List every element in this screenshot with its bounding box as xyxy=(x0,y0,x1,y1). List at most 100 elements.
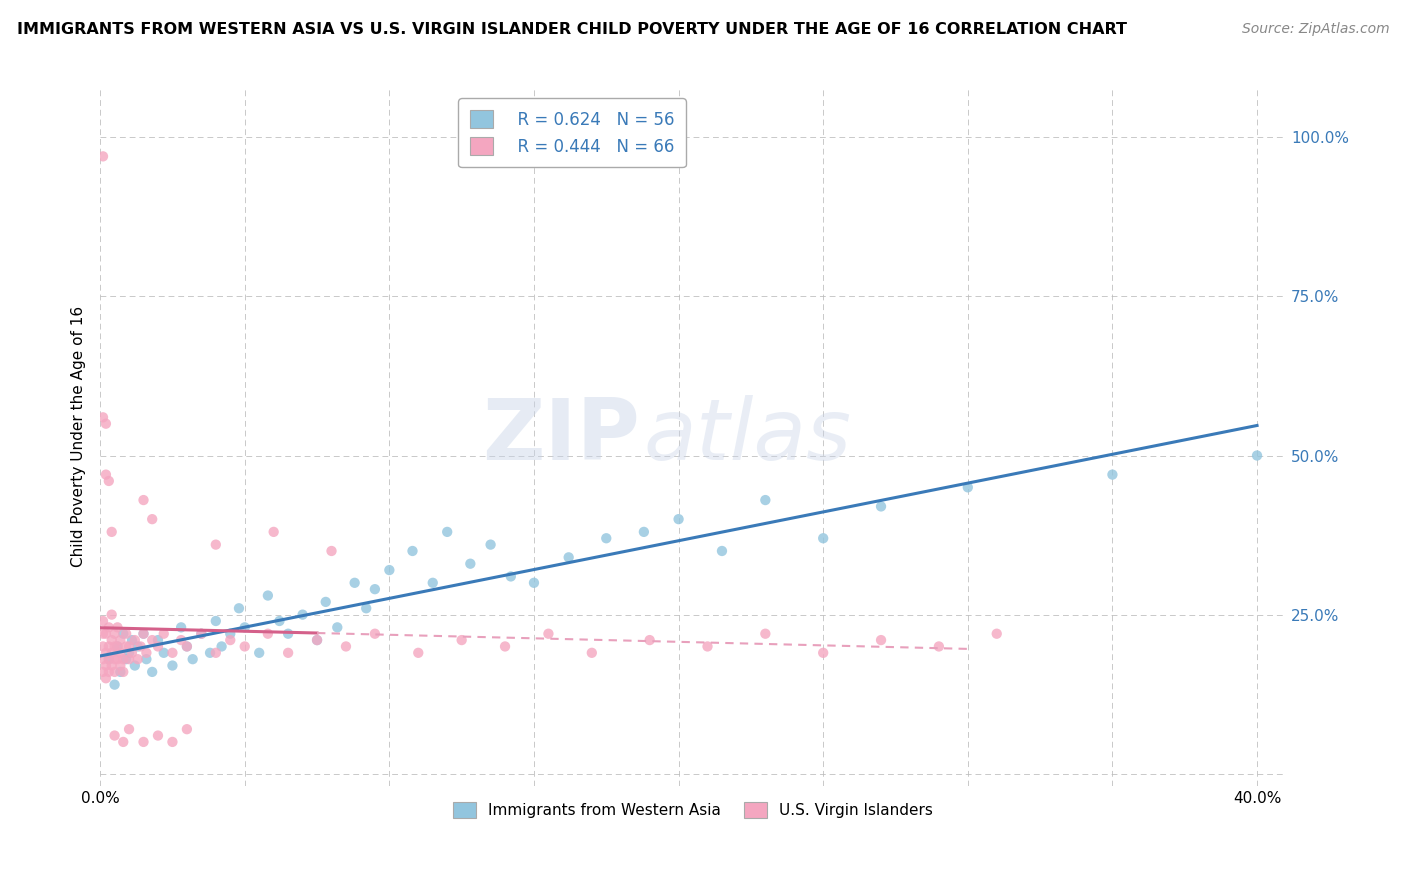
Point xyxy=(219,626,242,640)
Point xyxy=(94,417,117,431)
Point xyxy=(257,626,280,640)
Point xyxy=(91,626,114,640)
Point xyxy=(343,575,366,590)
Point xyxy=(176,722,198,736)
Point xyxy=(124,658,146,673)
Point xyxy=(91,149,114,163)
Point xyxy=(638,633,661,648)
Point xyxy=(100,633,122,648)
Point xyxy=(112,652,135,666)
Point xyxy=(754,493,776,508)
Point xyxy=(537,626,560,640)
Point xyxy=(460,557,482,571)
Text: IMMIGRANTS FROM WESTERN ASIA VS U.S. VIRGIN ISLANDER CHILD POVERTY UNDER THE AGE: IMMIGRANTS FROM WESTERN ASIA VS U.S. VIR… xyxy=(17,22,1126,37)
Point xyxy=(870,633,893,648)
Point xyxy=(94,626,117,640)
Point xyxy=(104,729,127,743)
Point xyxy=(378,563,401,577)
Point xyxy=(110,633,132,648)
Point xyxy=(247,646,270,660)
Point xyxy=(494,640,516,654)
Point xyxy=(94,646,117,660)
Point xyxy=(112,735,135,749)
Point xyxy=(181,652,204,666)
Point xyxy=(710,544,733,558)
Point xyxy=(162,646,184,660)
Point xyxy=(132,626,155,640)
Point xyxy=(107,620,129,634)
Point xyxy=(190,626,212,640)
Point xyxy=(94,658,117,673)
Point xyxy=(696,640,718,654)
Point xyxy=(479,538,502,552)
Point xyxy=(928,640,950,654)
Point xyxy=(204,646,226,660)
Point xyxy=(305,633,328,648)
Point xyxy=(176,640,198,654)
Point xyxy=(97,665,120,679)
Point xyxy=(190,626,212,640)
Point xyxy=(121,646,143,660)
Point xyxy=(204,614,226,628)
Point xyxy=(870,500,893,514)
Point xyxy=(291,607,314,622)
Point xyxy=(121,633,143,648)
Point xyxy=(523,575,546,590)
Point xyxy=(104,678,127,692)
Point xyxy=(129,640,152,654)
Point xyxy=(112,626,135,640)
Point xyxy=(315,595,337,609)
Point xyxy=(115,652,138,666)
Point xyxy=(269,614,291,628)
Point xyxy=(595,531,617,545)
Point xyxy=(132,735,155,749)
Point xyxy=(115,640,138,654)
Point xyxy=(97,620,120,634)
Point xyxy=(100,658,122,673)
Point xyxy=(406,646,429,660)
Point xyxy=(146,729,169,743)
Point xyxy=(135,652,157,666)
Point xyxy=(422,575,444,590)
Point xyxy=(321,544,343,558)
Point xyxy=(198,646,221,660)
Point xyxy=(305,633,328,648)
Point xyxy=(97,640,120,654)
Point xyxy=(115,626,138,640)
Point xyxy=(170,633,193,648)
Point xyxy=(118,652,141,666)
Point xyxy=(233,620,256,634)
Point xyxy=(100,607,122,622)
Point xyxy=(118,640,141,654)
Point xyxy=(170,620,193,634)
Point xyxy=(91,614,114,628)
Point xyxy=(204,538,226,552)
Point xyxy=(91,652,114,666)
Point xyxy=(146,640,169,654)
Point xyxy=(277,626,299,640)
Point xyxy=(112,665,135,679)
Point xyxy=(141,512,163,526)
Point xyxy=(141,665,163,679)
Point xyxy=(100,524,122,539)
Point xyxy=(107,640,129,654)
Point xyxy=(811,531,834,545)
Point xyxy=(450,633,472,648)
Point xyxy=(811,646,834,660)
Point xyxy=(91,665,114,679)
Point xyxy=(581,646,603,660)
Point xyxy=(91,410,114,425)
Y-axis label: Child Poverty Under the Age of 16: Child Poverty Under the Age of 16 xyxy=(72,306,86,567)
Point xyxy=(263,524,285,539)
Point xyxy=(141,633,163,648)
Point xyxy=(107,652,129,666)
Point xyxy=(233,640,256,654)
Point xyxy=(104,640,127,654)
Point xyxy=(754,626,776,640)
Point xyxy=(91,640,114,654)
Point xyxy=(97,652,120,666)
Point xyxy=(211,640,233,654)
Point xyxy=(118,646,141,660)
Point xyxy=(364,626,387,640)
Legend: Immigrants from Western Asia, U.S. Virgin Islanders: Immigrants from Western Asia, U.S. Virgi… xyxy=(447,797,939,824)
